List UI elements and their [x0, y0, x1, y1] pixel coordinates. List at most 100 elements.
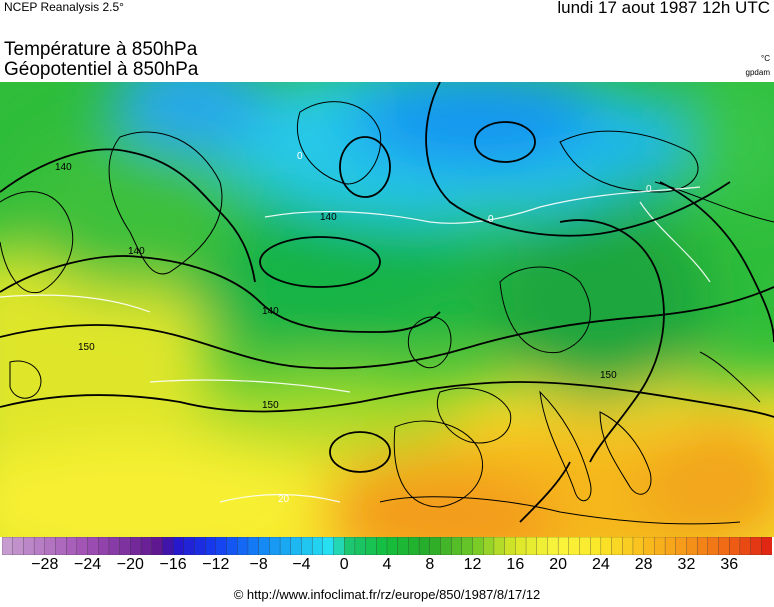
colorbar-cell — [311, 537, 324, 555]
temperature-field — [0, 82, 774, 537]
colorbar-cell — [451, 537, 463, 555]
colorbar-cell — [172, 537, 185, 555]
colorbar-cell — [98, 537, 110, 555]
colorbar-tick-label: −8 — [249, 556, 268, 573]
colorbar-cell — [525, 537, 538, 555]
colorbar-cell — [472, 537, 484, 555]
colorbar-tick-label: 36 — [720, 556, 739, 573]
date-label: lundi 17 aout 1987 12h UTC — [557, 0, 770, 17]
title-temperature: Température à 850hPa — [4, 39, 198, 60]
colorbar-cell — [226, 537, 238, 555]
colorbar-cell — [162, 537, 174, 555]
colorbar-cell — [247, 537, 260, 555]
colorbar-cell — [237, 537, 249, 555]
colorbar-cell — [761, 537, 772, 555]
colorbar-cell — [33, 537, 46, 555]
colorbar-cell — [205, 537, 217, 555]
colorbar-cell — [322, 537, 334, 555]
colorbar-cell — [440, 537, 452, 555]
colorbar-cell — [2, 537, 14, 555]
colorbar-cell — [729, 537, 741, 555]
colorbar-cell — [354, 537, 367, 555]
colorbar-cell — [108, 537, 121, 555]
colorbar-cell — [301, 537, 313, 555]
colorbar-cell — [611, 537, 623, 555]
colorbar-cell — [418, 537, 431, 555]
colorbar-ticks: −28 −24 −20 −16 −12 −8 −4 0 4 8 12 16 20 24 28 32 36 — [0, 556, 774, 580]
source-label: NCEP Reanalysis 2.5° — [4, 0, 124, 14]
colorbar-cell — [675, 537, 687, 555]
colorbar-cell — [600, 537, 613, 555]
colorbar-cell — [483, 537, 495, 555]
colorbar-cell — [707, 537, 719, 555]
colorbar-cell — [654, 537, 666, 555]
weather-map: 140 140 140 140 150 150 150 0 0 0 20 — [0, 82, 774, 537]
isotherms — [0, 186, 711, 503]
colorbar-cell — [76, 537, 89, 555]
temperature-colorbar — [2, 537, 772, 555]
colorbar-cell — [66, 537, 78, 555]
colorbar-cell — [718, 537, 730, 555]
colorbar-cell — [493, 537, 506, 555]
contour-label: 140 — [262, 306, 279, 317]
colorbar-tick-label: −12 — [202, 556, 230, 573]
colorbar-tick-label: 24 — [591, 556, 610, 573]
colorbar-tick-label: −24 — [73, 556, 102, 573]
colorbar-cell — [461, 537, 473, 555]
colorbar-cell — [333, 537, 345, 555]
colorbar-cell — [622, 537, 634, 555]
colorbar-cell — [87, 537, 99, 555]
colorbar-tick-label: 28 — [634, 556, 653, 573]
colorbar-cell — [12, 537, 24, 555]
colorbar-cell — [547, 537, 559, 555]
colorbar-tick-label: −28 — [31, 556, 59, 573]
colorbar-cell — [119, 537, 131, 555]
contour-label: 150 — [262, 400, 279, 411]
colorbar-cell — [643, 537, 655, 555]
colorbar-cell — [140, 537, 153, 555]
colorbar-cell — [739, 537, 752, 555]
unit-geopotential: gpdam — [745, 68, 770, 77]
colorbar-cell — [504, 537, 516, 555]
geopotential-contours — [0, 82, 774, 523]
colorbar-tick-label: 16 — [506, 556, 525, 573]
colorbar-cell — [557, 537, 570, 555]
colorbar-cell — [686, 537, 698, 555]
colorbar-cell — [386, 537, 399, 555]
colorbar-tick-label: 12 — [463, 556, 482, 573]
colorbar-cell — [429, 537, 441, 555]
colorbar-cell — [408, 537, 420, 555]
colorbar-tick-label: −20 — [116, 556, 144, 573]
colorbar-tick-label: 8 — [425, 556, 435, 573]
colorbar-cell — [536, 537, 548, 555]
contour-label: 140 — [128, 246, 145, 257]
colorbar-cell — [151, 537, 163, 555]
colorbar-tick-label: −4 — [292, 556, 311, 573]
unit-temperature: °C — [761, 54, 770, 63]
colorbar-cell — [183, 537, 195, 555]
colorbar-cell — [696, 537, 709, 555]
colorbar-cell — [44, 537, 56, 555]
colorbar-cell — [194, 537, 206, 555]
colorbar-cell — [55, 537, 67, 555]
colorbar-cell — [365, 537, 377, 555]
colorbar-tick-label: 32 — [677, 556, 696, 573]
colorbar-cell — [279, 537, 292, 555]
colorbar-cell — [568, 537, 580, 555]
colorbar-cell — [515, 537, 527, 555]
contour-label: 150 — [600, 370, 617, 381]
colorbar-cell — [632, 537, 645, 555]
colorbar-tick-label: 4 — [382, 556, 392, 573]
colorbar-cell — [579, 537, 591, 555]
colorbar-cell — [750, 537, 762, 555]
colorbar-cell — [23, 537, 35, 555]
colorbar-cell — [215, 537, 228, 555]
colorbar-cell — [664, 537, 677, 555]
colorbar-tick-label: 20 — [549, 556, 568, 573]
contour-label: 150 — [78, 342, 95, 353]
contour-label: 20 — [278, 494, 290, 505]
colorbar-cell — [590, 537, 602, 555]
colorbar-tick-label: 0 — [339, 556, 349, 573]
colorbar-cell — [269, 537, 281, 555]
colorbar-tick-label: −16 — [159, 556, 187, 573]
